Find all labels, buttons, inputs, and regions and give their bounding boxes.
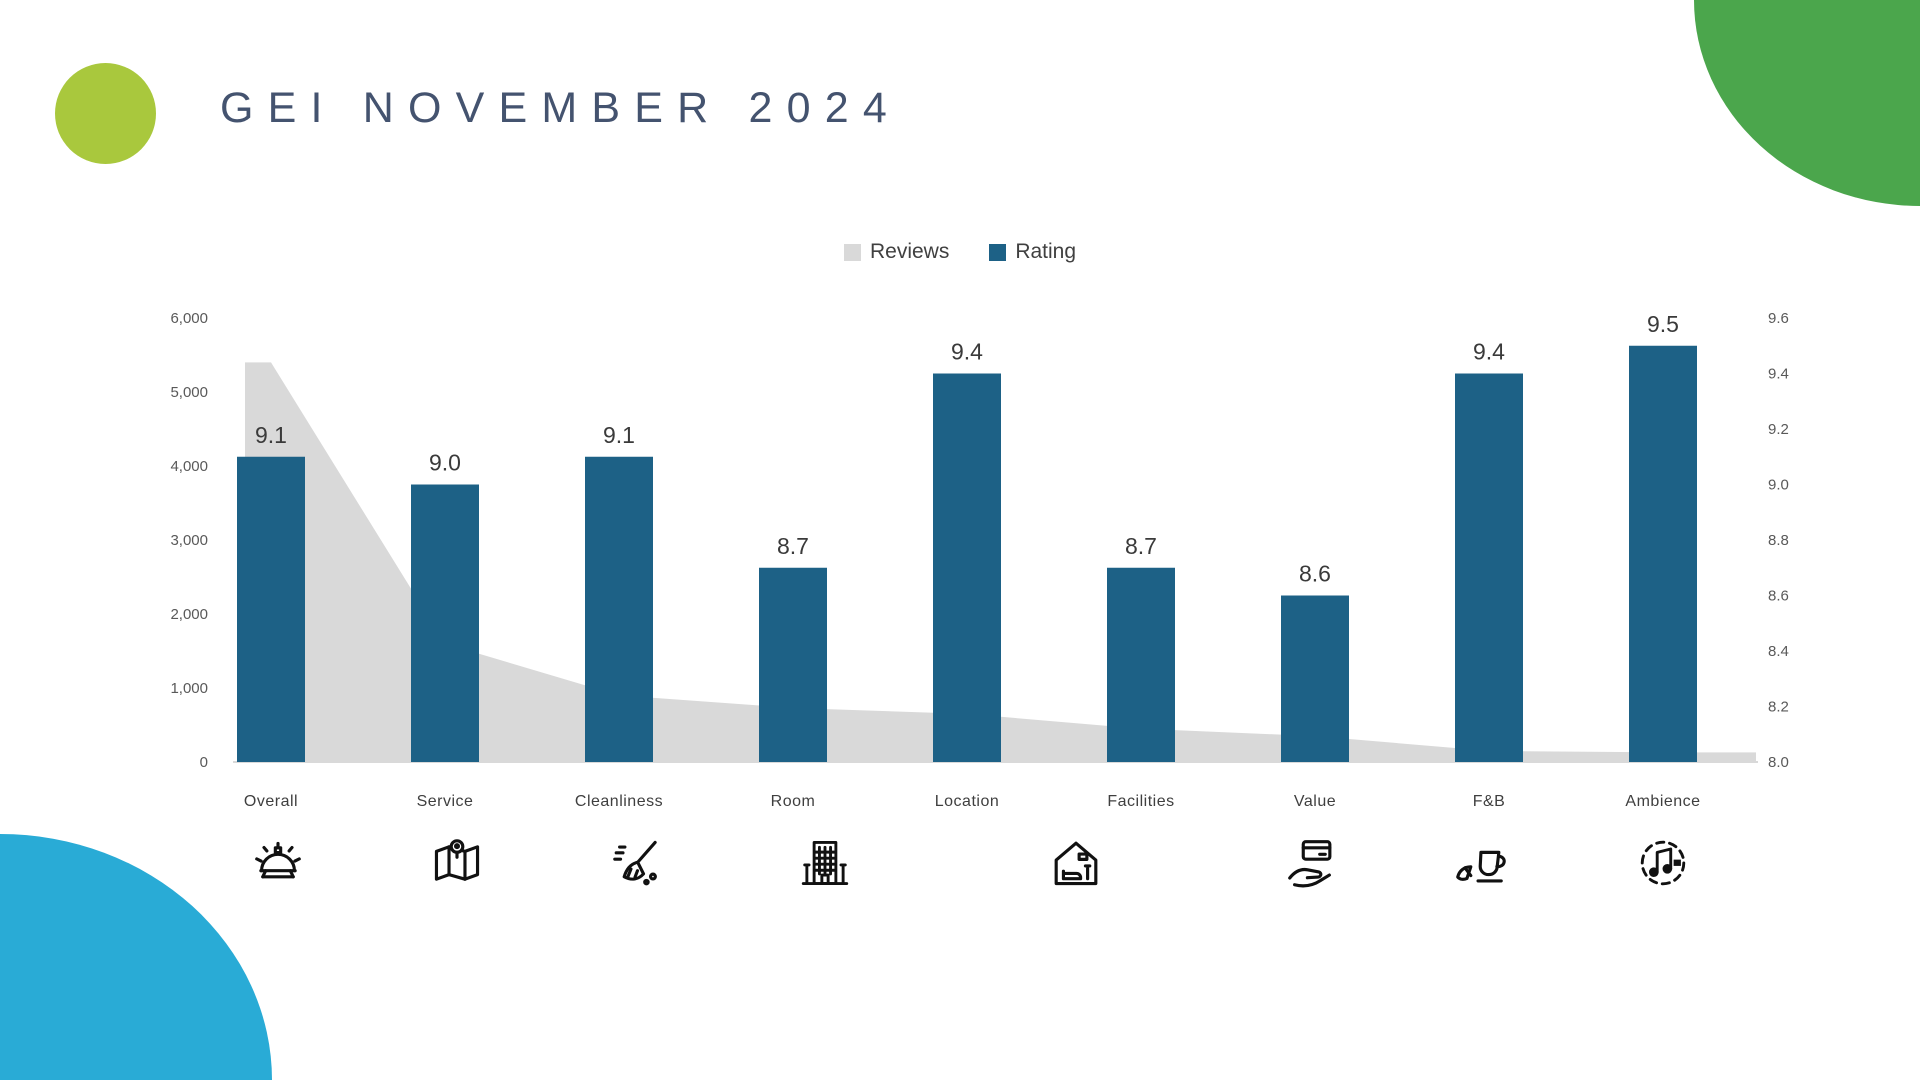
svg-text:5,000: 5,000: [170, 384, 208, 401]
green-circle: [55, 63, 156, 164]
svg-text:9.6: 9.6: [1768, 310, 1789, 327]
svg-text:9.4: 9.4: [1768, 366, 1789, 383]
svg-text:3,000: 3,000: [170, 532, 208, 549]
page-title: GEI NOVEMBER 2024: [220, 84, 901, 132]
svg-text:9.4: 9.4: [1473, 339, 1505, 365]
coffee-cup-icon: [1450, 834, 1508, 892]
svg-text:9.0: 9.0: [1768, 477, 1789, 494]
svg-text:Ambience: Ambience: [1625, 793, 1700, 810]
svg-text:8.0: 8.0: [1768, 754, 1789, 771]
broom-icon: [608, 834, 666, 892]
chart-legend: Reviews Rating: [0, 240, 1920, 264]
svg-text:8.7: 8.7: [777, 533, 809, 559]
svg-text:0: 0: [200, 754, 208, 771]
svg-text:Room: Room: [771, 793, 816, 810]
map-pin-icon: [428, 834, 486, 892]
legend-label: Reviews: [869, 240, 950, 263]
svg-text:8.6: 8.6: [1299, 561, 1331, 587]
svg-text:2,000: 2,000: [170, 606, 208, 623]
svg-text:9.5: 9.5: [1647, 311, 1679, 337]
legend-item-reviews: Reviews: [843, 240, 950, 264]
svg-text:F&B: F&B: [1473, 793, 1506, 810]
hotel-building-icon: [796, 834, 854, 892]
svg-text:8.2: 8.2: [1768, 699, 1789, 716]
svg-text:Facilities: Facilities: [1107, 793, 1174, 810]
legend-item-rating: Rating: [989, 240, 1076, 264]
svg-text:Service: Service: [417, 793, 474, 810]
svg-text:9.4: 9.4: [951, 339, 983, 365]
legend-label: Rating: [1015, 240, 1077, 263]
svg-text:9.1: 9.1: [255, 422, 287, 448]
corner-green-shape: [1694, 0, 1920, 206]
rating-swatch-icon: [989, 243, 1007, 261]
svg-text:1,000: 1,000: [170, 680, 208, 697]
svg-text:Location: Location: [935, 793, 1000, 810]
music-notes-icon: [1634, 834, 1692, 892]
house-interior-icon: [1047, 834, 1105, 892]
svg-text:6,000: 6,000: [170, 310, 208, 327]
service-bell-icon: [249, 834, 307, 892]
svg-text:Cleanliness: Cleanliness: [575, 793, 663, 810]
svg-text:8.8: 8.8: [1768, 532, 1789, 549]
reviews-swatch-icon: [843, 243, 861, 261]
svg-text:4,000: 4,000: [170, 458, 208, 475]
svg-text:Value: Value: [1294, 793, 1336, 810]
svg-text:9.0: 9.0: [429, 450, 461, 476]
svg-text:8.6: 8.6: [1768, 588, 1789, 605]
svg-text:8.7: 8.7: [1125, 533, 1157, 559]
svg-text:Overall: Overall: [244, 793, 298, 810]
svg-text:8.4: 8.4: [1768, 643, 1789, 660]
card-in-hand-icon: [1282, 834, 1340, 892]
svg-text:9.2: 9.2: [1768, 421, 1789, 438]
svg-text:9.1: 9.1: [603, 422, 635, 448]
corner-blue-shape: [0, 834, 272, 1080]
